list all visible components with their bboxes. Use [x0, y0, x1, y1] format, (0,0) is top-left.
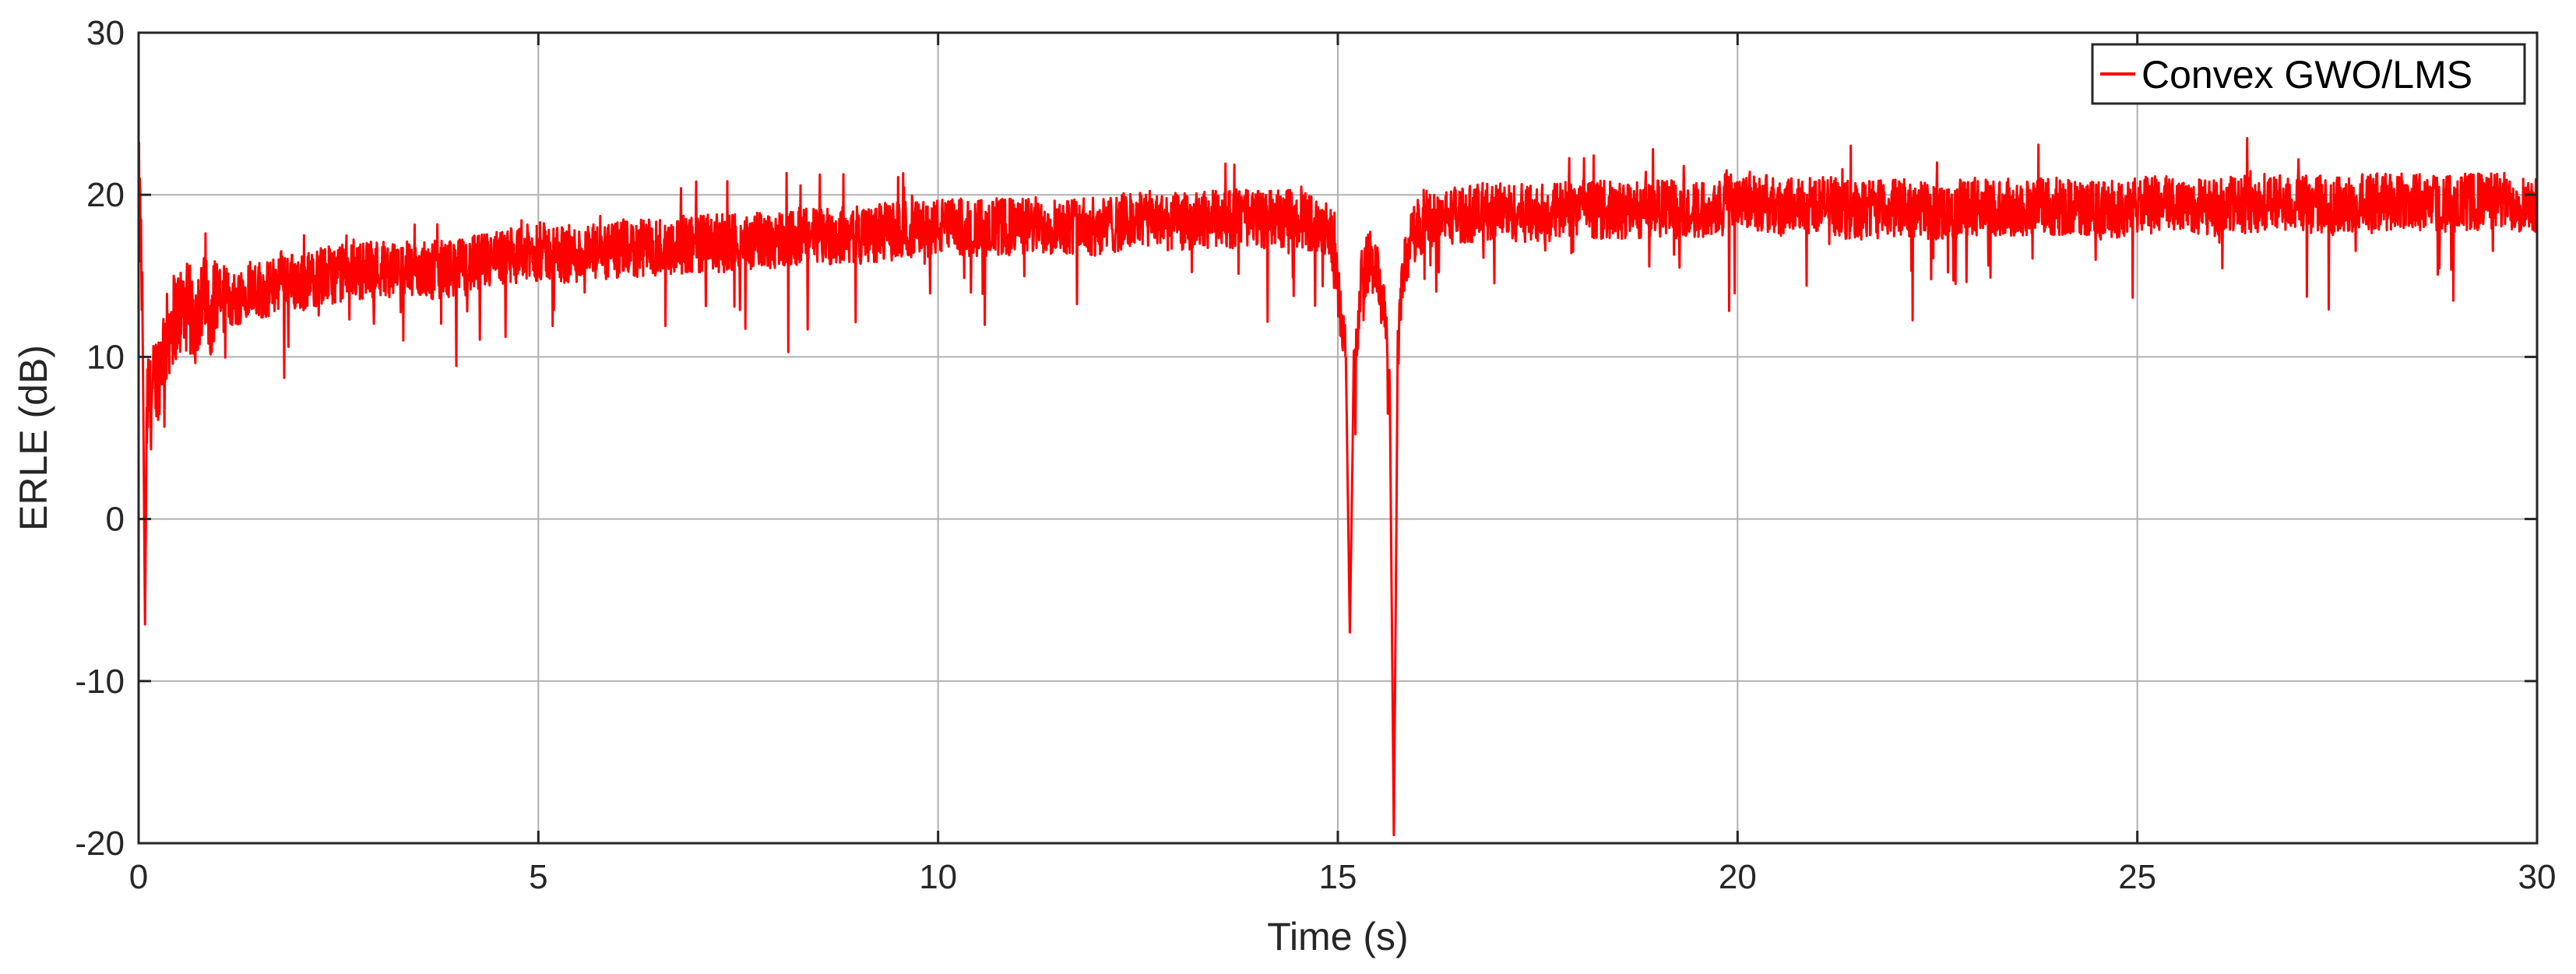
- axis-ticks: 0 5 10 15 20 25 30 -20 -10 0 10 20 30: [75, 14, 2556, 896]
- legend-entry-label: Convex GWO/LMS: [2141, 53, 2472, 97]
- x-tick-label: 0: [129, 858, 148, 896]
- x-axis-label: Time (s): [1267, 915, 1408, 958]
- grid-lines: [139, 33, 2537, 843]
- legend: Convex GWO/LMS: [2091, 43, 2526, 105]
- x-tick-label: 30: [2518, 858, 2557, 896]
- y-tick-label: 20: [86, 176, 125, 214]
- x-tick-label: 15: [1319, 858, 1357, 896]
- y-tick-label: 0: [106, 501, 125, 539]
- x-tick-label: 5: [529, 858, 547, 896]
- y-tick-label: -10: [75, 663, 125, 701]
- x-tick-label: 20: [1719, 858, 1757, 896]
- x-tick-label: 10: [919, 858, 957, 896]
- y-tick-label: 30: [86, 14, 125, 52]
- y-tick-label: 10: [86, 338, 125, 376]
- legend-box: [2091, 43, 2526, 105]
- series-layer: [137, 137, 2539, 837]
- y-tick-label: -20: [75, 825, 125, 863]
- series-line-convex-gwo-lms: [137, 137, 2539, 837]
- y-axis-label: ERLE (dB): [12, 345, 55, 531]
- x-tick-label: 25: [2118, 858, 2156, 896]
